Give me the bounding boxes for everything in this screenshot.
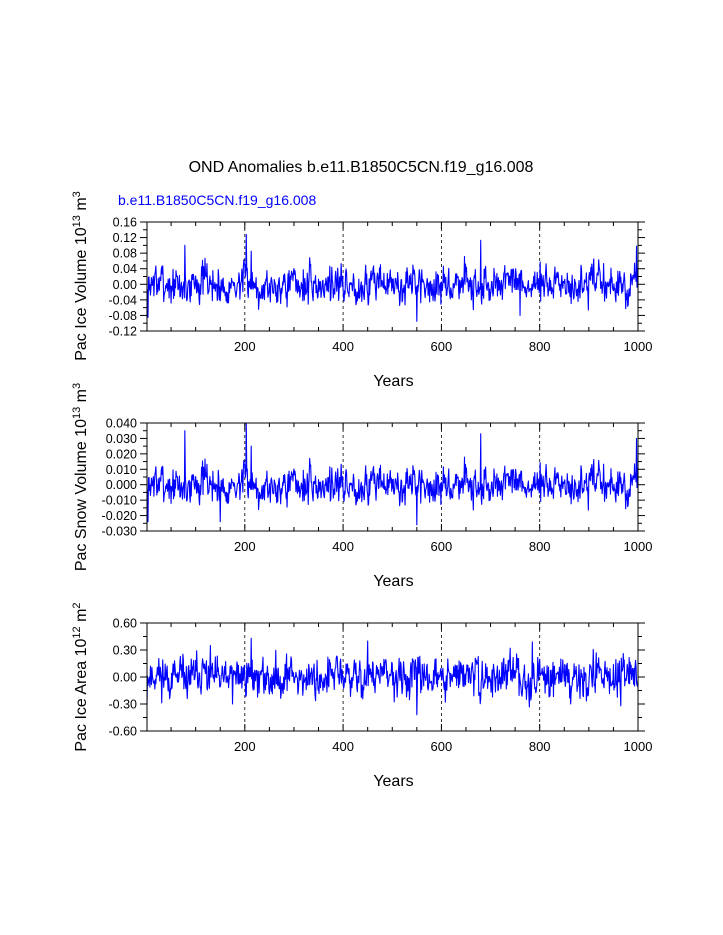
x-tick-label: 1000 xyxy=(624,539,653,554)
x-tick-label: 200 xyxy=(234,539,256,554)
ice-area-panel: 200 400 600 800 1000 -0.60 -0.30 0.00 0.30 0.60 Ye… xyxy=(71,602,652,790)
case-label: b.e11.B1850C5CN.f19_g16.008 xyxy=(118,192,316,208)
ice-volume-panel: 200 400 600 800 1000-0.12-0.08-0.040.000.040… xyxy=(71,191,652,390)
y-axis-label-part: m xyxy=(73,389,90,407)
y-tick-label: 0.010 xyxy=(106,463,137,477)
y-axis-label-part: 13 xyxy=(71,215,83,227)
x-tick-label: 600 xyxy=(431,739,453,754)
x-tick-label: 400 xyxy=(332,339,354,354)
y-tick-label: 0.60 xyxy=(113,617,137,631)
x-axis-label: Years xyxy=(373,573,413,590)
x-tick-label: 1000 xyxy=(624,339,653,354)
y-tick-label: -0.60 xyxy=(109,725,138,739)
y-axis-label-part: m xyxy=(73,609,90,627)
y-axis-label: Pac Ice Volume 1013 m3 xyxy=(71,191,90,361)
series-line-ice-volume xyxy=(146,233,639,322)
y-tick-label: 0.00 xyxy=(113,671,137,685)
x-tick-label: 400 xyxy=(332,739,354,754)
x-tick-label: 200 xyxy=(234,339,256,354)
y-tick-label: 0.040 xyxy=(106,417,137,431)
snow-volume-panel: 200 400 600 800 1000-0.030-0.020-0.0100.0000… xyxy=(71,383,652,590)
y-axis-label-part: 13 xyxy=(71,407,83,419)
y-tick-label: 0.12 xyxy=(113,231,137,245)
y-axis-label-part: 3 xyxy=(71,383,83,389)
x-tick-label: 600 xyxy=(431,539,453,554)
y-axis-label: Pac Snow Volume 1013 m3 xyxy=(71,383,90,571)
y-axis-label-part: 12 xyxy=(71,626,83,638)
y-tick-label: -0.010 xyxy=(102,494,137,508)
y-tick-label: -0.020 xyxy=(102,509,137,523)
x-tick-label: 400 xyxy=(332,539,354,554)
x-tick-label: 600 xyxy=(431,339,453,354)
y-axis-label-part: m xyxy=(73,197,90,215)
y-tick-label: 0.08 xyxy=(113,247,137,261)
y-tick-label: 0.030 xyxy=(106,432,137,446)
y-tick-label: -0.08 xyxy=(109,309,138,323)
y-tick-label: -0.12 xyxy=(109,325,138,339)
y-axis-label-part: Pac Snow Volume 10 xyxy=(73,419,90,571)
y-tick-label: 0.020 xyxy=(106,447,137,461)
x-tick-label: 200 xyxy=(234,739,256,754)
y-tick-label: -0.030 xyxy=(102,525,137,539)
y-tick-label: -0.04 xyxy=(109,293,138,307)
x-tick-label: 800 xyxy=(529,739,551,754)
y-tick-label: 0.000 xyxy=(106,478,137,492)
y-tick-label: -0.30 xyxy=(109,698,138,712)
figure-title: OND Anomalies b.e11.B1850C5CN.f19_g16.00… xyxy=(189,159,534,176)
x-axis-label: Years xyxy=(373,773,413,790)
y-axis-label-part: 3 xyxy=(71,191,83,197)
x-tick-label: 800 xyxy=(529,339,551,354)
series-line-ice-area xyxy=(146,637,639,716)
x-tick-label: 1000 xyxy=(624,739,653,754)
plot-frame xyxy=(146,221,639,332)
y-axis-label: Pac Ice Area 1012 m2 xyxy=(71,602,90,751)
y-tick-label: 0.00 xyxy=(113,278,137,292)
y-tick-label: 0.30 xyxy=(113,644,137,658)
x-tick-label: 800 xyxy=(529,539,551,554)
series-line-snow-volume xyxy=(146,422,639,526)
y-axis-label-part: Pac Ice Volume 10 xyxy=(73,227,90,361)
x-axis-label: Years xyxy=(373,373,413,390)
y-tick-label: 0.16 xyxy=(113,216,137,230)
y-axis-label-part: 2 xyxy=(71,602,83,608)
y-axis-label-part: Pac Ice Area 10 xyxy=(73,639,90,752)
y-tick-label: 0.04 xyxy=(113,262,137,276)
